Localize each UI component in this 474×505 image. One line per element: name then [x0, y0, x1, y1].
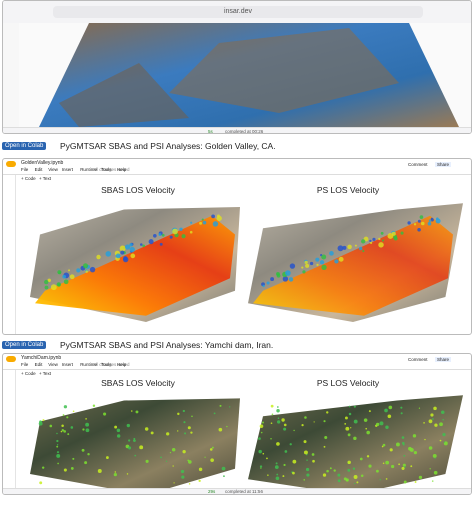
toolbar: [3, 369, 471, 370]
surface-plot: [30, 398, 240, 494]
menu-item[interactable]: File: [21, 167, 29, 172]
share-button[interactable]: Share: [435, 162, 452, 167]
section-title: PyGMTSAR SBAS and PSI Analyses: Golden V…: [60, 141, 276, 151]
section-title: PyGMTSAR SBAS and PSI Analyses: Yamchi d…: [60, 340, 274, 350]
menu-item[interactable]: Insert: [61, 362, 74, 367]
sidebar: [3, 23, 20, 127]
add-code[interactable]: + Code: [21, 371, 36, 376]
colab-badge[interactable]: Open in Colab: [2, 142, 47, 150]
notebook-file[interactable]: YamchiDam.ipynb: [21, 355, 62, 361]
add-text[interactable]: + Text: [39, 371, 52, 376]
menu-item[interactable]: Runtime: [80, 362, 97, 367]
left-rail: [15, 370, 16, 494]
surface-plot: [248, 395, 463, 494]
menu-item[interactable]: File: [21, 362, 29, 367]
notebook-file[interactable]: GoldenValley.ipynb: [21, 160, 64, 166]
colab-logo: [6, 356, 16, 362]
plot-title: SBAS LOS Velocity: [101, 378, 175, 388]
colab-logo: [6, 161, 16, 167]
menu-item[interactable]: Tools: [101, 362, 112, 367]
status-text: completed at 11:56: [225, 489, 263, 494]
add-code[interactable]: + Code: [21, 176, 36, 181]
colab-badge[interactable]: Open in Colab: [2, 341, 47, 349]
surface-plot: [30, 207, 240, 322]
browser-window: insar.dev 5s completed at 00:26: [2, 0, 472, 134]
add-text[interactable]: + Text: [39, 176, 52, 181]
terrain-surface: [30, 398, 240, 494]
menu-item[interactable]: Insert: [61, 167, 74, 172]
plot-title: SBAS LOS Velocity: [101, 185, 175, 195]
saved-status: All changes saved: [93, 362, 130, 367]
status-text: completed at 00:26: [225, 129, 264, 134]
menu-item[interactable]: View: [48, 167, 58, 172]
plot-title: PS LOS Velocity: [316, 378, 380, 388]
status-time: 5s: [208, 129, 213, 134]
menu-item[interactable]: View: [48, 362, 58, 367]
menu-item[interactable]: Tools: [101, 167, 112, 172]
comment-button[interactable]: Comment: [408, 162, 428, 167]
share-button[interactable]: Share: [435, 357, 452, 362]
url: insar.dev: [223, 8, 253, 15]
plot-title: PS LOS Velocity: [316, 185, 380, 195]
menu-item[interactable]: Help: [117, 362, 127, 367]
left-rail: [15, 175, 16, 334]
terrain-surface: [248, 395, 463, 494]
toolbar: [3, 174, 471, 175]
status-time: 29s: [208, 489, 216, 494]
comment-button[interactable]: Comment: [408, 357, 428, 362]
address-bar[interactable]: insar.dev: [53, 6, 423, 18]
notebook-window: YamchiDam.ipynb All changes saved File Edit…: [2, 353, 472, 495]
menu-item[interactable]: Help: [117, 167, 127, 172]
saved-status: All changes saved: [93, 167, 130, 172]
status-bar: 5s completed at 00:26: [3, 127, 471, 134]
menu-item[interactable]: Edit: [34, 167, 43, 172]
terrain-view: [19, 23, 471, 127]
menu-item[interactable]: Runtime: [80, 167, 97, 172]
status-bar: [3, 488, 471, 494]
browser-toolbar: insar.dev: [3, 1, 471, 24]
menu-item[interactable]: Edit: [34, 362, 43, 367]
surface-plot: [248, 203, 463, 322]
notebook-window: GoldenValley.ipynb All changes saved File E…: [2, 158, 472, 335]
